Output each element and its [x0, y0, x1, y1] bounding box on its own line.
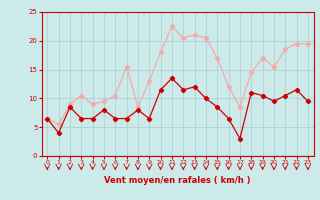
X-axis label: Vent moyen/en rafales ( km/h ): Vent moyen/en rafales ( km/h ) [104, 176, 251, 185]
